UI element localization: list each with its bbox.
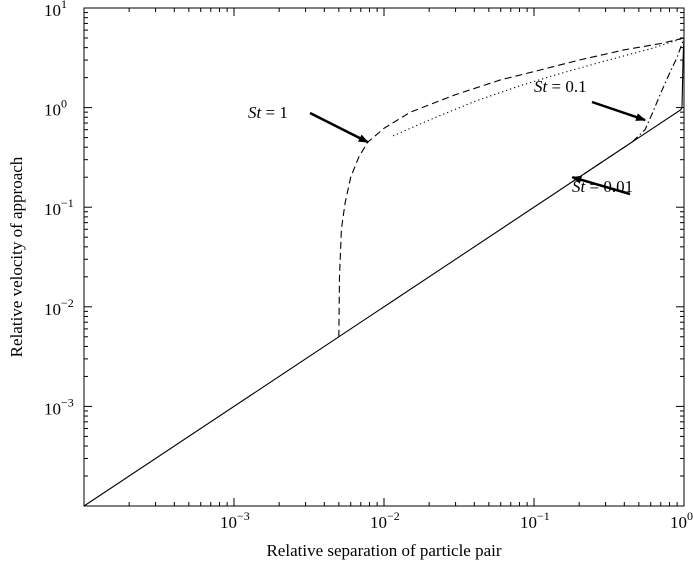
- x-tick-label: 10−1: [520, 509, 550, 532]
- y-tick-label: 101: [44, 0, 67, 20]
- y-tick-label: 10−3: [44, 395, 74, 418]
- annotations: St = 1St = 0.1St = 0.01: [248, 77, 647, 196]
- annotation-arrow: [591, 100, 647, 122]
- curve-dashdot: [571, 37, 685, 183]
- plot-frame: [83, 7, 685, 507]
- x-tick-label: 10−3: [220, 509, 250, 532]
- y-tick-label: 10−1: [44, 196, 74, 219]
- y-tick-label: 10−2: [44, 296, 74, 319]
- x-tick-label: 100: [670, 509, 693, 532]
- y-axis-label: Relative velocity of approach: [7, 156, 26, 357]
- curves: [83, 37, 685, 507]
- curve-dashed: [338, 37, 685, 337]
- axis-ticks: [83, 8, 684, 507]
- annotation-arrow: [309, 111, 369, 144]
- curve-dotted: [392, 37, 685, 137]
- x-tick-labels: 10−3 10−2 10−1 100: [220, 509, 693, 532]
- annotation-arrow: [571, 175, 631, 196]
- curve-solid: [83, 37, 685, 507]
- y-tick-labels: 10−3 10−2 10−1 100 101: [44, 0, 74, 418]
- x-axis-label: Relative separation of particle pair: [266, 541, 501, 560]
- y-tick-label: 100: [44, 97, 67, 120]
- annotation-label: St = 1: [248, 103, 288, 122]
- x-tick-label: 10−2: [370, 509, 400, 532]
- annotation-label: St = 0.1: [534, 77, 587, 96]
